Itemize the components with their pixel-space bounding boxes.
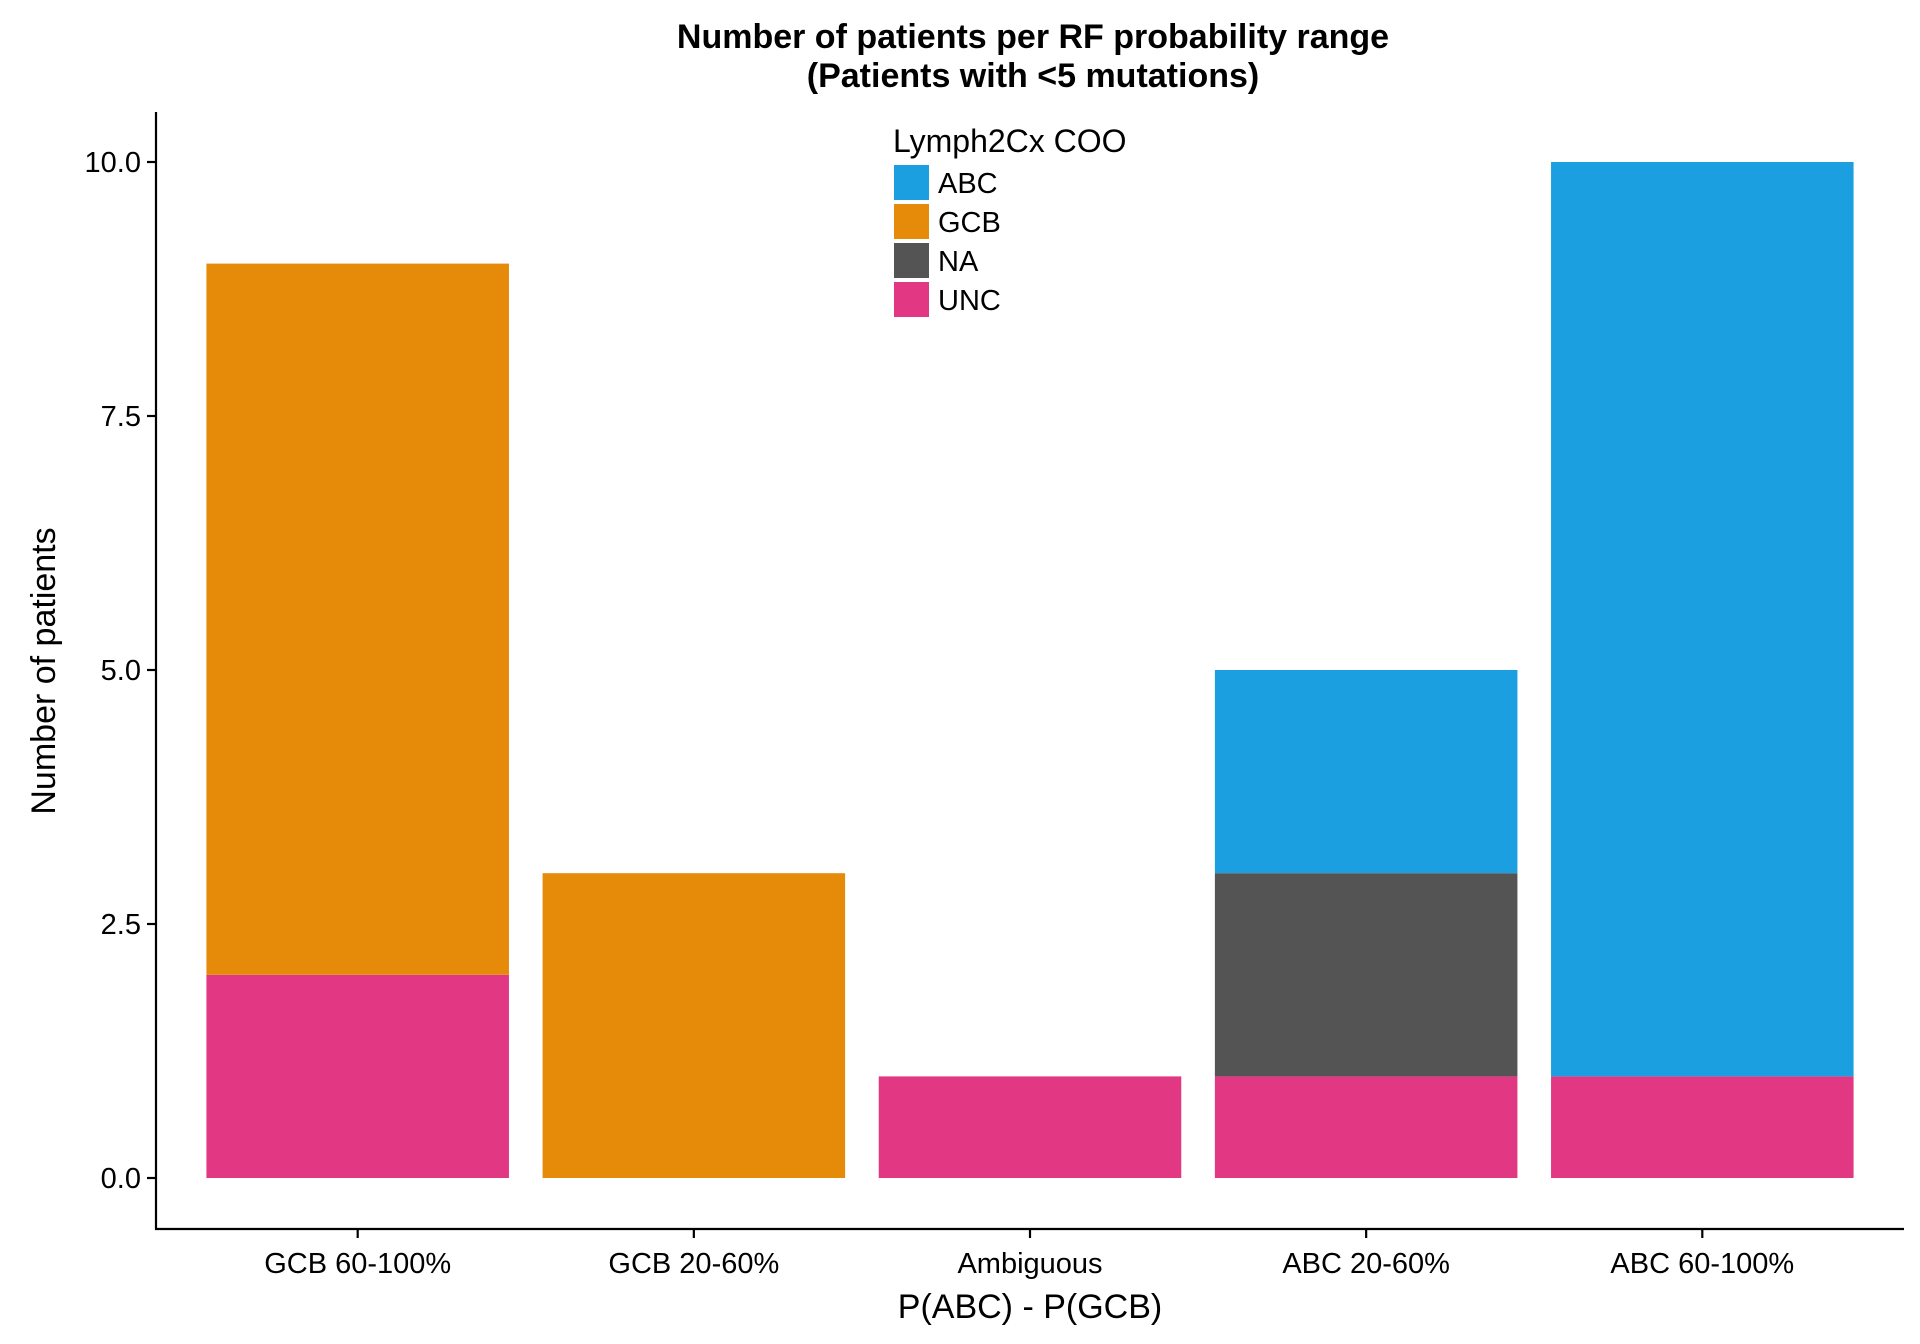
legend-swatch-abc <box>894 165 929 200</box>
y-tick-label: 5.0 <box>101 655 141 687</box>
x-ticks-layer: GCB 60-100% GCB 20-60% Ambiguous ABC 20-60%… <box>264 1229 1794 1280</box>
y-tick-label: 7.5 <box>101 401 141 433</box>
legend-swatch-unc <box>894 282 929 317</box>
chart-title: Number of patients per RF probability ra… <box>677 18 1389 56</box>
bar-segment-abc-4 <box>1214 670 1518 874</box>
y-ticks-layer: 0.0 2.5 5.0 7.5 10.0 <box>85 147 156 1195</box>
bar-segment-abc-5 <box>1551 162 1854 1077</box>
x-tick-label: GCB 20-60% <box>608 1248 779 1280</box>
x-axis-title: P(ABC) - P(GCB) <box>898 1288 1162 1326</box>
x-tick-label: ABC 20-60% <box>1282 1248 1450 1280</box>
y-axis-title: Number of patients <box>25 527 63 814</box>
bars-layer <box>206 162 1854 1178</box>
bar-segment-unc-1 <box>206 974 509 1178</box>
legend-label-abc: ABC <box>938 168 998 200</box>
chart-subtitle: (Patients with <5 mutations) <box>807 57 1259 95</box>
legend-title: Lymph2Cx COO <box>893 123 1127 159</box>
legend: Lymph2Cx COO ABC GCB NA UNC <box>893 123 1127 317</box>
y-tick-label: 10.0 <box>85 147 141 179</box>
y-tick-label: 2.5 <box>101 909 141 941</box>
legend-swatch-na <box>894 243 929 278</box>
bar-segment-unc-3 <box>878 1076 1182 1178</box>
bar-segment-gcb-1 <box>206 263 509 975</box>
legend-items: ABC GCB NA UNC <box>894 165 1001 317</box>
legend-label-na: NA <box>938 246 979 278</box>
x-tick-label: Ambiguous <box>957 1248 1102 1280</box>
x-tick-label: GCB 60-100% <box>264 1248 451 1280</box>
legend-label-gcb: GCB <box>938 207 1001 239</box>
bar-segment-gcb-2 <box>542 873 846 1178</box>
bar-segment-unc-5 <box>1551 1076 1854 1178</box>
y-tick-label: 0.0 <box>101 1163 141 1195</box>
bar-segment-unc-4 <box>1214 1076 1518 1178</box>
x-tick-label: ABC 60-100% <box>1610 1248 1794 1280</box>
legend-swatch-gcb <box>894 204 929 239</box>
legend-label-unc: UNC <box>938 285 1001 317</box>
bar-segment-na-4 <box>1214 873 1518 1077</box>
